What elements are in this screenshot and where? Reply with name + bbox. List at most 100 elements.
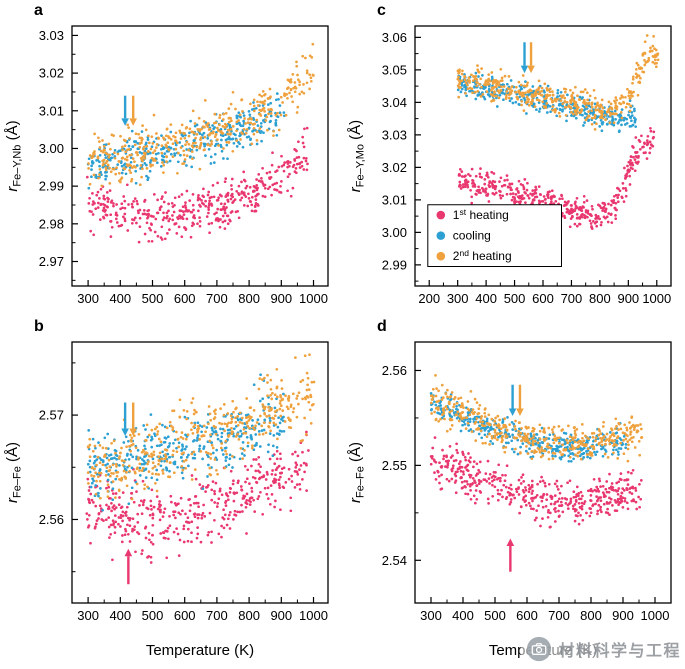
data-point [172,510,175,514]
data-point [155,489,159,493]
data-point [261,194,265,198]
data-point [222,403,226,406]
data-point [465,94,468,98]
data-point [639,76,642,80]
data-point [494,94,498,98]
data-point [582,200,586,204]
data-point [617,503,620,507]
data-point [240,98,244,101]
data-point [95,193,99,197]
data-point [163,425,167,429]
data-point [628,109,632,113]
data-point [162,511,166,514]
data-point [127,144,131,148]
arrow-head [129,428,137,436]
data-point [507,486,511,490]
data-point [239,198,242,202]
data-point [228,527,232,530]
data-point [621,187,625,190]
data-point [88,196,91,200]
data-point [174,222,178,225]
data-point [222,157,225,160]
data-point [98,444,102,447]
data-point [589,489,592,493]
data-point [648,146,652,150]
data-point [95,458,99,461]
data-point [246,424,250,428]
data-point [510,97,513,100]
data-point [163,152,167,155]
data-point [639,427,643,431]
data-point [96,201,100,205]
data-point [498,418,501,422]
data-point [202,447,205,450]
data-point [117,489,121,493]
data-point [468,86,472,90]
data-point [204,450,208,454]
data-point [106,490,110,493]
data-point [234,514,238,517]
data-point [462,472,465,476]
data-point [202,202,206,206]
data-point [524,91,527,95]
data-point [98,479,102,483]
data-point [208,439,212,443]
data-point [223,211,227,215]
data-point [246,204,250,208]
data-point [200,434,204,438]
data-point [470,201,474,205]
data-point [215,448,219,452]
data-point [308,87,311,91]
data-point [555,479,559,483]
data-point [614,101,617,105]
data-point [539,193,542,197]
data-point [217,497,221,501]
data-point [177,445,181,449]
data-point [488,443,491,446]
data-point [498,194,502,197]
data-point [266,128,269,132]
data-point [600,98,604,102]
data-point [226,412,230,415]
data-point [209,155,213,159]
data-point [640,436,643,439]
data-point [531,455,535,458]
data-point [239,434,243,438]
data-point [262,131,265,135]
data-point [224,504,228,507]
data-point [151,151,155,155]
data-point [101,446,105,450]
data-point [244,186,248,190]
data-point [202,120,206,123]
data-point [131,517,135,521]
data-point [147,141,151,145]
data-point [604,487,608,491]
data-point [227,107,231,110]
data-point [164,529,167,533]
data-point [270,493,274,496]
data-point [452,411,456,415]
data-point [578,222,582,226]
data-point [188,199,192,202]
data-point [188,131,191,135]
data-point [502,85,506,88]
data-point [521,442,525,445]
data-point [280,164,284,168]
data-point [168,228,171,231]
series-1st-heating [85,126,309,244]
data-point [224,446,228,450]
data-point [123,157,127,161]
data-point [527,483,531,487]
data-point [102,519,105,522]
data-point [294,356,297,359]
data-point [214,481,218,485]
data-point [302,145,306,149]
data-point [119,224,123,228]
data-point [209,452,213,456]
data-point [645,157,649,160]
data-point [268,432,272,435]
data-point [277,482,281,486]
data-point [111,492,115,495]
data-point [113,531,117,535]
data-point [179,146,183,149]
